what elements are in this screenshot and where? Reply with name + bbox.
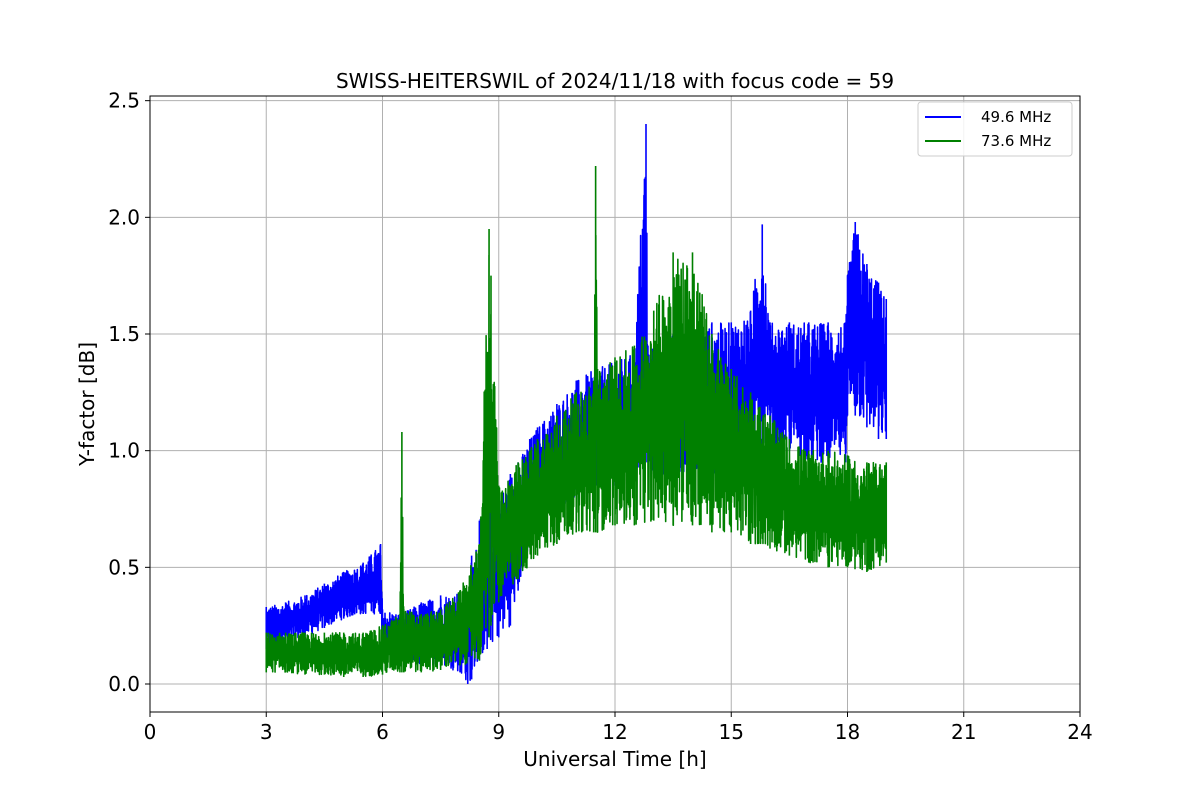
- x-axis-ticks: 0 3 6 9 12 15 18 21 24: [144, 712, 1093, 744]
- legend-box: [917, 101, 1073, 157]
- x-tick-label: 18: [835, 720, 860, 744]
- x-tick-label: 12: [602, 720, 627, 744]
- y-tick-label: 2.0: [108, 205, 140, 229]
- x-tick-label: 24: [1067, 720, 1092, 744]
- x-tick-label: 9: [492, 720, 505, 744]
- y-tick-label: 2.5: [108, 89, 140, 113]
- y-tick-label: 0.5: [108, 555, 140, 579]
- chart-title: SWISS-HEITERSWIL of 2024/11/18 with focu…: [336, 69, 894, 93]
- x-tick-label: 15: [719, 720, 744, 744]
- legend: 49.6 MHz 73.6 MHz: [917, 101, 1073, 157]
- legend-label-73-6-mhz: 73.6 MHz: [981, 132, 1051, 150]
- legend-label-49-6-mhz: 49.6 MHz: [981, 108, 1051, 126]
- y-axis-label: Y-factor [dB]: [75, 342, 99, 467]
- x-tick-label: 21: [951, 720, 976, 744]
- series-line-73-6-mhz: [265, 166, 888, 677]
- x-tick-label: 0: [144, 720, 157, 744]
- y-axis-ticks: 0.0 0.5 1.0 1.5 2.0 2.5: [108, 89, 150, 696]
- y-tick-label: 1.5: [108, 322, 140, 346]
- y-tick-label: 0.0: [108, 672, 140, 696]
- x-tick-label: 3: [260, 720, 273, 744]
- y-tick-label: 1.0: [108, 439, 140, 463]
- series-layer: [265, 124, 888, 684]
- x-axis-label: Universal Time [h]: [523, 747, 706, 771]
- x-tick-label: 6: [376, 720, 389, 744]
